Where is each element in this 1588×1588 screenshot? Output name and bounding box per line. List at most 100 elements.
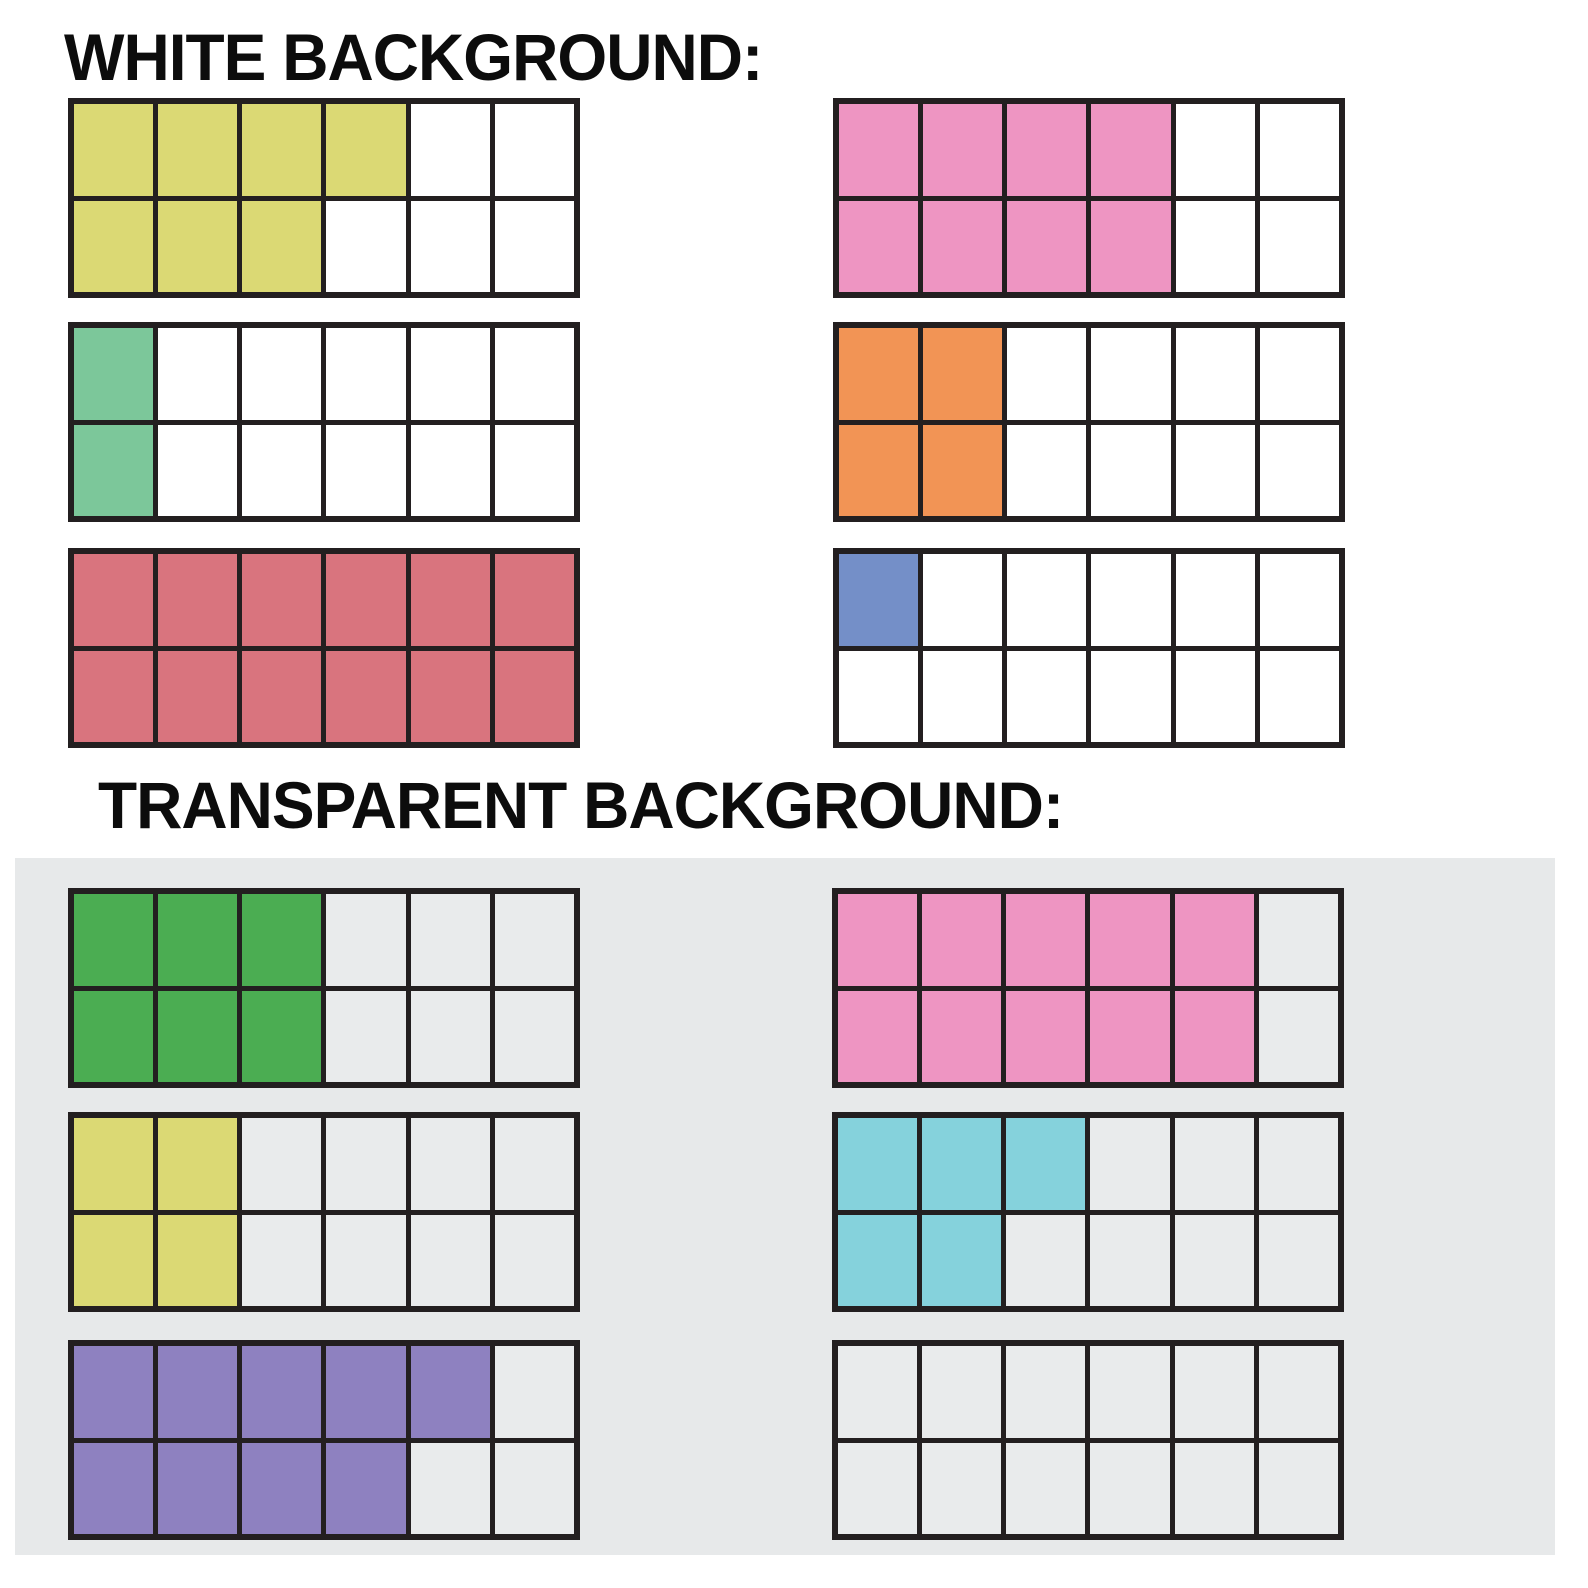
grid-cell-empty <box>494 424 574 516</box>
grid-cell-empty <box>158 328 238 420</box>
ten-frame-grid-purple-grid-9-filled <box>68 1340 580 1540</box>
grid-cell-empty <box>410 1442 490 1534</box>
grid-cell-empty <box>1258 1118 1338 1210</box>
grid-cell-filled <box>838 894 918 986</box>
grid-cell-filled <box>74 328 154 420</box>
grid-cell-empty <box>1259 200 1339 292</box>
grid-cell-empty <box>1175 200 1255 292</box>
grid-cell-empty <box>1258 990 1338 1082</box>
grid-cell-empty <box>1259 328 1339 420</box>
grid-cell-empty <box>1007 554 1087 646</box>
grid-cell-empty <box>410 1118 490 1210</box>
grid-cell-empty <box>410 894 490 986</box>
grid-cell-empty <box>1258 1214 1338 1306</box>
grid-cell-filled <box>494 554 574 646</box>
grid-cell-filled <box>923 328 1003 420</box>
grid-cell-empty <box>494 200 574 292</box>
grid-cell-empty <box>410 1214 490 1306</box>
grid-cell-empty <box>1007 328 1087 420</box>
grid-cell-filled <box>158 104 238 196</box>
grid-cell-empty <box>1091 424 1171 516</box>
grid-cell-empty <box>242 328 322 420</box>
grid-cell-empty <box>326 1118 406 1210</box>
grid-cell-filled <box>74 1442 154 1534</box>
grid-cell-empty <box>1174 1346 1254 1438</box>
grid-cell-empty <box>923 554 1003 646</box>
grid-cell-filled <box>1006 1118 1086 1210</box>
grid-cell-filled <box>158 1346 238 1438</box>
grid-cell-empty <box>1006 1442 1086 1534</box>
grid-cell-filled <box>74 894 154 986</box>
grid-cell-empty <box>494 328 574 420</box>
grid-cell-empty <box>1175 424 1255 516</box>
grid-cell-filled <box>839 200 919 292</box>
grid-cell-empty <box>1259 650 1339 742</box>
grid-cell-filled <box>242 990 322 1082</box>
grid-cell-empty <box>410 104 490 196</box>
grid-cell-filled <box>922 894 1002 986</box>
grid-cell-filled <box>1007 104 1087 196</box>
grid-cell-filled <box>1006 990 1086 1082</box>
grid-cell-filled <box>494 650 574 742</box>
grid-cell-filled <box>158 554 238 646</box>
grid-cell-empty <box>1090 1442 1170 1534</box>
grid-cell-filled <box>410 1346 490 1438</box>
grid-cell-empty <box>326 328 406 420</box>
grid-cell-empty <box>1175 554 1255 646</box>
grid-cell-filled <box>1091 104 1171 196</box>
grid-cell-filled <box>839 554 919 646</box>
grid-cell-empty <box>922 1346 1002 1438</box>
grid-cell-empty <box>494 104 574 196</box>
grid-cell-filled <box>74 1214 154 1306</box>
ten-frame-grid-yellow-grid-4-filled <box>68 1112 580 1312</box>
transparent-background-title: TRANSPARENT BACKGROUND: <box>98 768 1064 842</box>
grid-cell-empty <box>494 990 574 1082</box>
grid-cell-filled <box>242 554 322 646</box>
grid-cell-empty <box>494 1214 574 1306</box>
grid-cell-filled <box>158 1118 238 1210</box>
grid-cell-empty <box>494 1118 574 1210</box>
grid-cell-empty <box>1175 650 1255 742</box>
grid-cell-filled <box>74 200 154 292</box>
ten-frame-grid-yellow-grid-7-filled <box>68 98 580 298</box>
grid-cell-empty <box>1007 650 1087 742</box>
grid-cell-empty <box>326 200 406 292</box>
grid-cell-empty <box>838 1346 918 1438</box>
grid-cell-filled <box>74 554 154 646</box>
ten-frame-grid-cyan-grid-5-filled <box>832 1112 1344 1312</box>
grid-cell-filled <box>1174 894 1254 986</box>
grid-cell-filled <box>1007 200 1087 292</box>
grid-cell-filled <box>74 990 154 1082</box>
grid-cell-empty <box>410 990 490 1082</box>
grid-cell-filled <box>242 200 322 292</box>
grid-cell-empty <box>1007 424 1087 516</box>
grid-cell-filled <box>242 104 322 196</box>
grid-cell-filled <box>922 990 1002 1082</box>
grid-cell-empty <box>494 1442 574 1534</box>
grid-cell-empty <box>494 894 574 986</box>
grid-cell-empty <box>1090 1118 1170 1210</box>
grid-cell-filled <box>242 650 322 742</box>
grid-cell-empty <box>838 1442 918 1534</box>
grid-cell-empty <box>242 1214 322 1306</box>
grid-cell-empty <box>1174 1214 1254 1306</box>
grid-cell-empty <box>242 1118 322 1210</box>
grid-cell-filled <box>74 424 154 516</box>
grid-cell-filled <box>158 1214 238 1306</box>
grid-cell-filled <box>922 1118 1002 1210</box>
grid-cell-filled <box>838 990 918 1082</box>
grid-cell-empty <box>326 990 406 1082</box>
white-background-title: WHITE BACKGROUND: <box>64 20 763 94</box>
grid-cell-empty <box>1258 894 1338 986</box>
grid-cell-empty <box>1175 328 1255 420</box>
grid-cell-empty <box>410 328 490 420</box>
grid-cell-empty <box>494 1346 574 1438</box>
grid-cell-empty <box>1258 1346 1338 1438</box>
grid-cell-filled <box>326 650 406 742</box>
grid-cell-filled <box>74 104 154 196</box>
grid-cell-empty <box>1006 1214 1086 1306</box>
grid-cell-empty <box>1259 104 1339 196</box>
grid-cell-filled <box>158 1442 238 1534</box>
ten-frame-grid-empty-grid-0-filled <box>832 1340 1344 1540</box>
